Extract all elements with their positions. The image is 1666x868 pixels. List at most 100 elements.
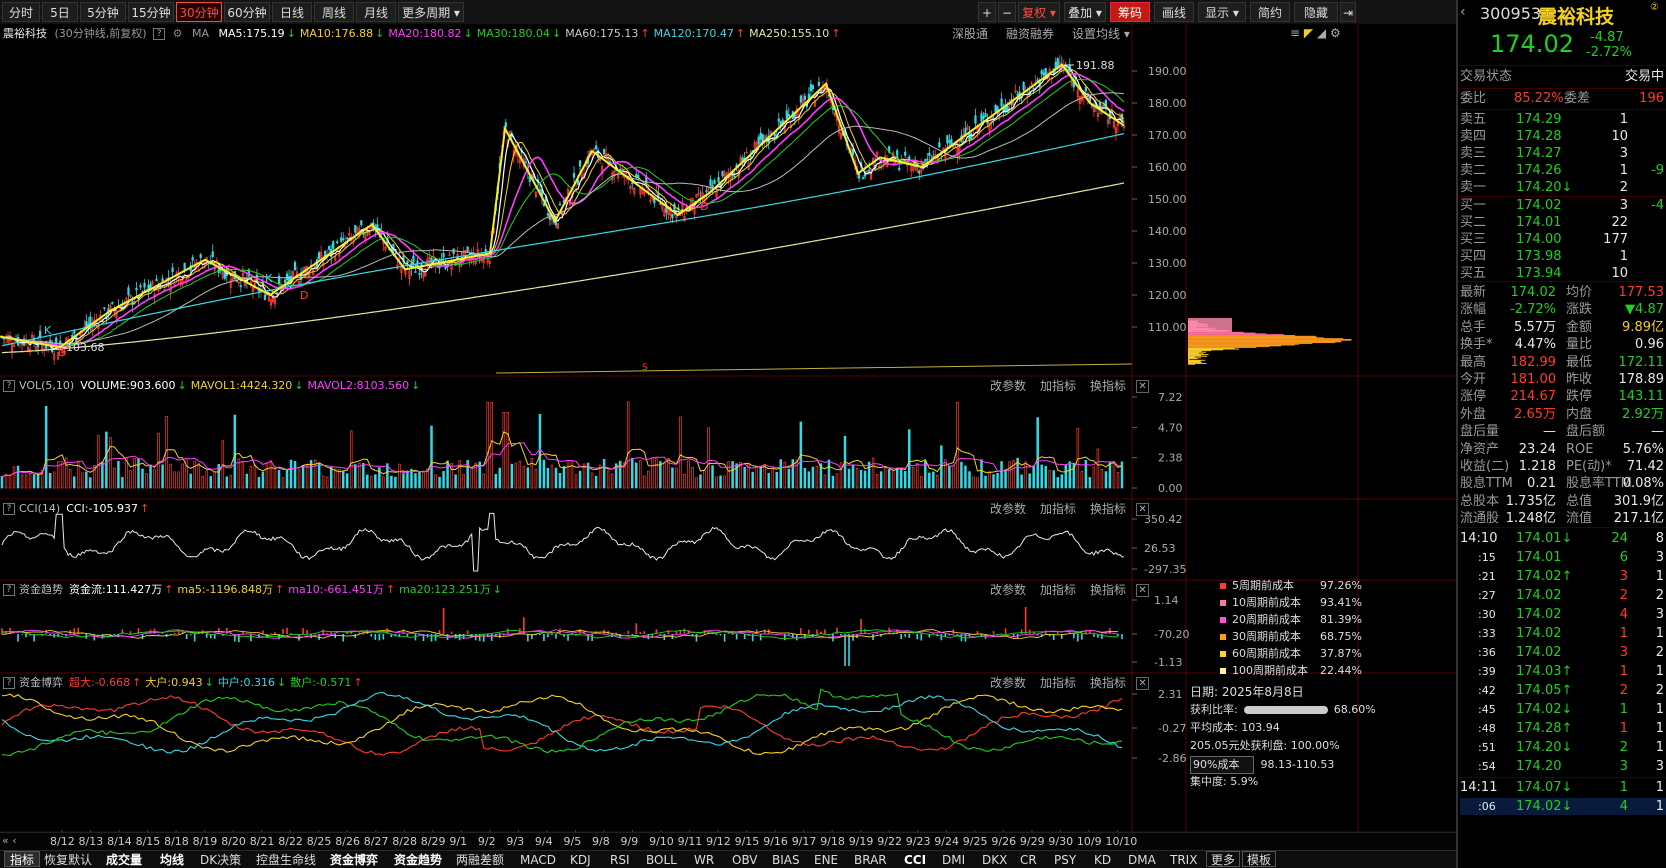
close-icon[interactable]: ✕ bbox=[1136, 380, 1150, 393]
help-icon[interactable]: ? bbox=[3, 584, 15, 596]
flow-bar bbox=[1089, 630, 1091, 634]
indicator-tab-obv-14[interactable]: OBV bbox=[732, 853, 758, 867]
pane-button-swap[interactable]: 换指标 bbox=[1090, 379, 1127, 393]
scroll-arrows[interactable]: « ‹ bbox=[2, 834, 17, 847]
help-icon[interactable]: ? bbox=[3, 380, 15, 392]
period-tab-9[interactable]: 更多周期 ▾ bbox=[398, 2, 464, 22]
ma-link-0[interactable]: 深股通 bbox=[952, 27, 989, 41]
volume-bar bbox=[811, 466, 815, 489]
pane-button-params[interactable]: 改参数 bbox=[990, 676, 1027, 690]
period-tab-7[interactable]: 周线 bbox=[314, 2, 354, 22]
indicator-tab-dma-24[interactable]: DMA bbox=[1128, 853, 1156, 867]
close-icon[interactable]: ✕ bbox=[1136, 677, 1150, 690]
indicator-tab-x-3[interactable]: 均线 bbox=[160, 853, 185, 867]
volume-bar bbox=[847, 468, 851, 489]
flow-bar bbox=[338, 633, 341, 634]
stock-code: 300953 bbox=[1480, 4, 1542, 23]
toolbar-button-3[interactable]: 叠加 ▾ bbox=[1064, 2, 1106, 22]
close-icon[interactable]: ✕ bbox=[1136, 584, 1150, 597]
badge-icon[interactable]: ② bbox=[1650, 2, 1659, 13]
cost-row-0: 5周期前成本 97.26% bbox=[1190, 578, 1366, 594]
indicator-tab-kdj-10[interactable]: KDJ bbox=[570, 853, 591, 867]
indicator-tab-dk-4[interactable]: DK决策 bbox=[200, 853, 242, 867]
indicator-tab-x-26[interactable]: 更多 bbox=[1206, 851, 1241, 867]
indicator-tab-bias-15[interactable]: BIAS bbox=[772, 853, 800, 867]
volume-bar bbox=[743, 467, 746, 489]
toolbar-button-6[interactable]: 显示 ▾ bbox=[1198, 2, 1246, 22]
indicator-tab-x-2[interactable]: 成交量 bbox=[106, 853, 143, 867]
cost-select[interactable]: 90%成本 bbox=[1190, 756, 1255, 774]
volume-bar bbox=[763, 463, 766, 489]
flow-bar bbox=[844, 634, 846, 666]
toolbar-button-1[interactable]: − bbox=[998, 2, 1016, 22]
volume-bar bbox=[598, 464, 602, 489]
indicator-tab-x-6[interactable]: 资金博弈 bbox=[330, 853, 379, 867]
indicator-tab-macd-9[interactable]: MACD bbox=[520, 853, 556, 867]
help-icon[interactable]: ? bbox=[3, 503, 15, 515]
indicator-tab-x-5[interactable]: 控盘生命线 bbox=[256, 853, 317, 867]
pane-button-params[interactable]: 改参数 bbox=[990, 502, 1027, 516]
chip-bar bbox=[1188, 363, 1196, 365]
toolbar-button-8[interactable]: 隐藏 bbox=[1294, 2, 1338, 22]
period-tab-5[interactable]: 60分钟 bbox=[224, 2, 270, 22]
toolbar-button-7[interactable]: 简约 bbox=[1250, 2, 1290, 22]
period-tab-2[interactable]: 5分钟 bbox=[80, 2, 126, 22]
ma-link-2[interactable]: 设置均线 ▾ bbox=[1072, 27, 1130, 41]
toolbar-button-4[interactable]: 筹码 bbox=[1110, 2, 1150, 22]
pane-button-swap[interactable]: 换指标 bbox=[1090, 583, 1127, 597]
chart-tools-icons[interactable]: ≡ ◤ ◢ ⚙ bbox=[1290, 26, 1341, 40]
period-tab-1[interactable]: 5日 bbox=[42, 2, 78, 22]
pane-button-add[interactable]: 加指标 bbox=[1040, 583, 1077, 597]
indicator-tab-dkx-20[interactable]: DKX bbox=[982, 853, 1008, 867]
indicator-tab-cr-21[interactable]: CR bbox=[1020, 853, 1037, 867]
period-tab-8[interactable]: 月线 bbox=[356, 2, 396, 22]
expand-icon[interactable]: ⇥ bbox=[1340, 2, 1356, 22]
pane-button-params[interactable]: 改参数 bbox=[990, 379, 1027, 393]
profit-bar bbox=[1243, 706, 1328, 714]
indicator-tab-wr-13[interactable]: WR bbox=[694, 853, 715, 867]
indicator-tab-trix-25[interactable]: TRIX bbox=[1170, 853, 1198, 867]
period-tab-0[interactable]: 分时 bbox=[2, 2, 40, 22]
ma-link-1[interactable]: 融资融券 bbox=[1006, 27, 1055, 41]
prev-stock-icon[interactable]: ‹ bbox=[1460, 4, 1466, 20]
indicator-tab-x-8[interactable]: 两融差额 bbox=[456, 853, 505, 867]
pane-button-swap[interactable]: 换指标 bbox=[1090, 502, 1127, 516]
period-tab-6[interactable]: 日线 bbox=[272, 2, 312, 22]
candle-body bbox=[966, 126, 969, 131]
candle-body bbox=[970, 133, 973, 139]
cci-pane-header: ? CCI(14) CCI:-105.937 ↑ bbox=[0, 500, 980, 518]
period-tab-4[interactable]: 30分钟 bbox=[176, 2, 222, 22]
toolbar-button-0[interactable]: + bbox=[978, 2, 996, 22]
indicator-tab-x-1[interactable]: 恢复默认 bbox=[44, 853, 93, 867]
volume-bar bbox=[903, 470, 907, 489]
toolbar-button-5[interactable]: 画线 bbox=[1154, 2, 1194, 22]
candle-body bbox=[73, 330, 76, 334]
help-icon[interactable]: ? bbox=[3, 677, 15, 689]
indicator-tab-x-0[interactable]: 指标 bbox=[4, 851, 41, 867]
pane-button-add[interactable]: 加指标 bbox=[1040, 676, 1077, 690]
indicator-tab-ene-16[interactable]: ENE bbox=[814, 853, 839, 867]
toolbar-button-2[interactable]: 复权 ▾ bbox=[1018, 2, 1060, 22]
indicator-tab-boll-12[interactable]: BOLL bbox=[646, 853, 677, 867]
settings-icon[interactable]: ⚙ bbox=[172, 27, 183, 40]
candle-body bbox=[803, 95, 806, 100]
indicator-tab-dmi-19[interactable]: DMI bbox=[942, 853, 966, 867]
pane-button-add[interactable]: 加指标 bbox=[1040, 379, 1077, 393]
indicator-tab-rsi-11[interactable]: RSI bbox=[610, 853, 630, 867]
close-icon[interactable]: ✕ bbox=[1136, 503, 1150, 516]
flow-bar bbox=[205, 634, 208, 638]
indicator-tab-brar-17[interactable]: BRAR bbox=[854, 853, 887, 867]
pane-button-params[interactable]: 改参数 bbox=[990, 583, 1027, 597]
help-icon[interactable]: ? bbox=[153, 28, 166, 40]
cost-row-1: 10周期前成本 93.41% bbox=[1190, 595, 1366, 611]
pane-button-add[interactable]: 加指标 bbox=[1040, 502, 1077, 516]
date-tick: 9/15 bbox=[734, 835, 760, 848]
indicator-tab-cci-18[interactable]: CCI bbox=[904, 853, 927, 867]
indicator-tab-x-27[interactable]: 模板 bbox=[1242, 851, 1277, 867]
indicator-tab-x-7[interactable]: 资金趋势 bbox=[394, 853, 443, 867]
period-tab-3[interactable]: 15分钟 bbox=[128, 2, 174, 22]
indicator-tab-psy-22[interactable]: PSY bbox=[1054, 853, 1077, 867]
pane-button-swap[interactable]: 换指标 bbox=[1090, 676, 1127, 690]
indicator-tab-kd-23[interactable]: KD bbox=[1094, 853, 1112, 867]
kline-chart[interactable]: 190.00 180.00 170.00 160.00 150.00 140.00 130.… bbox=[0, 24, 1456, 832]
